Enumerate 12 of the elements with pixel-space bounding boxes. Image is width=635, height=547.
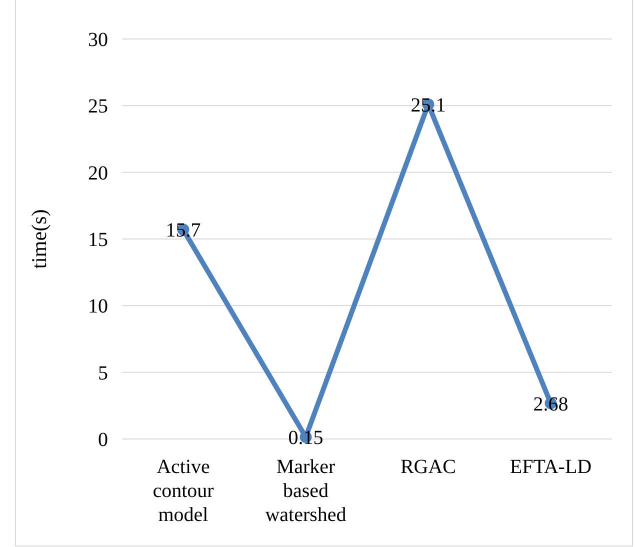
y-tick-label: 20 <box>88 162 108 184</box>
y-tick-label: 0 <box>98 429 108 451</box>
y-tick-label: 30 <box>88 29 108 51</box>
y-tick-label: 15 <box>88 229 108 251</box>
x-tick-label: RGAC <box>400 456 456 478</box>
x-tick-label: Marker based watershed <box>265 456 346 526</box>
y-tick-label: 10 <box>88 296 108 318</box>
y-tick-label: 5 <box>98 362 108 384</box>
y-tick-label: 25 <box>88 96 108 118</box>
y-axis-title: time(s) <box>27 209 51 269</box>
x-tick-label: Active contour model <box>152 456 214 526</box>
x-tick-label: EFTA-LD <box>510 456 592 478</box>
